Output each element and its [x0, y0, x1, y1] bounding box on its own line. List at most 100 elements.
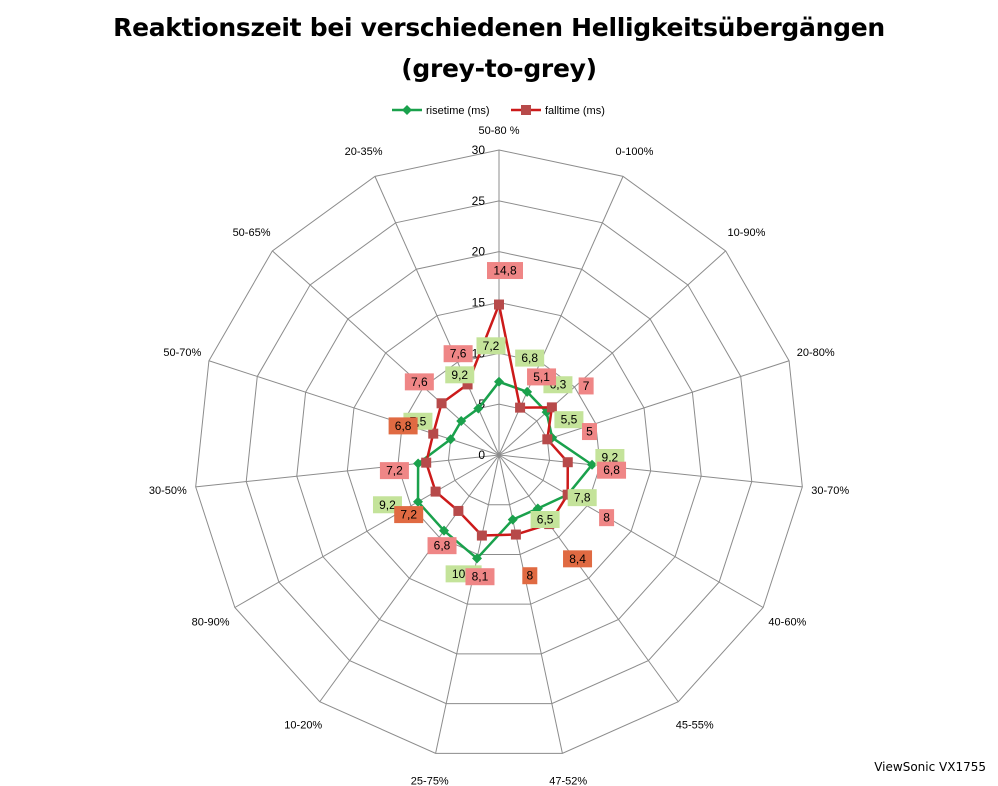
- falltime-label-box: [465, 568, 495, 586]
- falltime-label-box: [388, 417, 418, 435]
- category-label: 45-55%: [676, 719, 714, 731]
- falltime-label-box: [597, 461, 627, 479]
- falltime-label-box: [487, 262, 523, 280]
- risetime-data-label: 9,2: [602, 450, 619, 464]
- category-labels: 50-80 % 0-100% 10-90% 20-80% 30-70% 40-60% 45-…: [149, 125, 849, 786]
- risetime-point: [522, 386, 533, 397]
- risetime-data-label: 5,5: [561, 413, 578, 427]
- chart-subtitle: (grey-to-grey): [401, 54, 597, 83]
- grid-ring: [397, 352, 601, 555]
- falltime-point: [562, 489, 573, 500]
- falltime-data-label: 8,4: [569, 552, 586, 566]
- grid-spoke: [319, 454, 500, 703]
- risetime-label-box: [515, 349, 545, 367]
- risetime-label-box: [567, 489, 597, 507]
- grid-spoke: [435, 454, 500, 754]
- grid-spoke: [498, 454, 679, 703]
- series-line-falltime: [424, 303, 570, 537]
- category-label: 50-80 %: [479, 125, 520, 137]
- grid-ring: [346, 301, 652, 605]
- falltime-point: [515, 402, 526, 413]
- radar-grid: [195, 149, 803, 754]
- falltime-point: [462, 379, 473, 390]
- risetime-label-box: [476, 337, 506, 355]
- grid-ring: [296, 251, 702, 655]
- risetime-label-box: [530, 510, 560, 528]
- falltime-label-box: [379, 462, 409, 480]
- falltime-data-label: 7,6: [411, 375, 428, 389]
- grid-spoke: [234, 454, 500, 608]
- axis-tick-label: 15: [472, 296, 486, 310]
- category-label: 10-20%: [284, 719, 322, 731]
- grid-spoke: [374, 176, 500, 456]
- category-label: 50-65%: [233, 227, 271, 239]
- legend-marker-risetime: [402, 105, 412, 115]
- falltime-label-box: [599, 509, 615, 527]
- grid-spoke: [195, 454, 500, 488]
- falltime-point: [542, 434, 553, 445]
- risetime-label-box: [445, 366, 475, 384]
- falltime-point: [562, 457, 573, 468]
- model-watermark: ViewSonic VX1755: [874, 760, 986, 774]
- category-label: 20-35%: [345, 146, 383, 158]
- grid-spoke: [498, 454, 563, 754]
- falltime-data-label: 8: [603, 511, 610, 525]
- radial-axis-ticks: 051015202530: [472, 143, 486, 462]
- legend-label-risetime: risetime (ms): [426, 105, 490, 117]
- falltime-point: [428, 428, 439, 439]
- falltime-point: [430, 486, 441, 497]
- falltime-point: [421, 457, 432, 468]
- risetime-data-label: 6,5: [537, 512, 554, 526]
- risetime-data-label: 9,2: [451, 368, 468, 382]
- legend-label-falltime: falltime (ms): [545, 105, 605, 117]
- falltime-label-box: [563, 550, 593, 568]
- series-layer: [412, 299, 598, 564]
- falltime-data-label: 14,8: [493, 264, 517, 278]
- risetime-point: [507, 514, 518, 525]
- axis-tick-label: 0: [478, 448, 485, 462]
- falltime-data-label: 8,1: [472, 570, 489, 584]
- risetime-data-label: 9,2: [379, 498, 396, 512]
- risetime-point: [456, 415, 467, 426]
- falltime-point: [494, 299, 504, 310]
- falltime-data-label: 6,8: [434, 539, 451, 553]
- axis-tick-label: 25: [472, 194, 486, 208]
- falltime-data-label: 8: [526, 569, 533, 583]
- falltime-label-box: [522, 567, 538, 585]
- grid-ring: [195, 149, 803, 754]
- risetime-label-box: [554, 411, 584, 429]
- legend-marker-falltime: [521, 105, 531, 115]
- grid-spoke: [498, 454, 803, 488]
- risetime-point: [413, 458, 424, 469]
- axis-tick-label: 30: [472, 143, 486, 157]
- falltime-data-label: 7,6: [450, 347, 467, 361]
- category-label: 0-100%: [615, 146, 653, 158]
- category-label: 20-80%: [797, 347, 835, 359]
- falltime-data-label: 5,1: [533, 370, 550, 384]
- category-label: 47-52%: [549, 776, 587, 786]
- chart-title: Reaktionszeit bei verschiedenen Helligke…: [113, 13, 885, 42]
- grid-spoke: [498, 250, 726, 456]
- risetime-point: [412, 496, 423, 507]
- category-label: 50-70%: [163, 347, 201, 359]
- category-label: 25-75%: [411, 776, 449, 786]
- category-label: 30-70%: [811, 485, 849, 497]
- falltime-label-box: [394, 506, 424, 524]
- falltime-point: [453, 505, 464, 516]
- falltime-data-label: 7,2: [400, 508, 417, 522]
- falltime-data-label: 7: [583, 379, 590, 393]
- risetime-point: [587, 459, 598, 470]
- falltime-data-label: 7,2: [386, 464, 403, 478]
- falltime-data-label: 6,8: [603, 463, 620, 477]
- grid-spoke: [498, 454, 764, 608]
- risetime-data-label: 7,2: [483, 339, 500, 353]
- falltime-data-label: 5: [586, 425, 593, 439]
- falltime-label-box: [527, 368, 557, 386]
- risetime-point: [472, 553, 483, 564]
- falltime-point: [546, 402, 557, 413]
- category-label: 80-90%: [192, 617, 230, 629]
- falltime-label-box: [404, 373, 434, 391]
- risetime-data-label: 7,8: [574, 491, 591, 505]
- falltime-label-box: [581, 423, 597, 441]
- risetime-point: [532, 503, 543, 514]
